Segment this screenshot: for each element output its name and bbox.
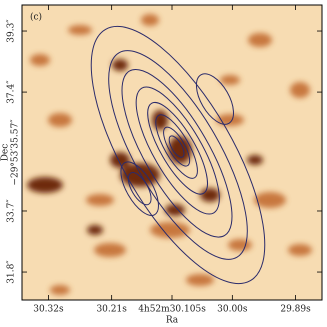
- x-tick-label: 30.00s: [217, 305, 248, 315]
- y-axis-label: Dec: [1, 144, 11, 162]
- contour: [120, 161, 159, 216]
- contour: [195, 73, 234, 125]
- y-tick-label: 37.4″: [7, 80, 17, 104]
- x-tick-label: 4h52m30.105s: [138, 305, 206, 315]
- contour: [155, 114, 198, 179]
- contour: [127, 172, 152, 206]
- y-axis-label: −29°53′35.57″: [11, 119, 21, 186]
- contour: [108, 50, 248, 260]
- panel-label: (c): [30, 12, 42, 23]
- x-axis-label: Ra: [166, 316, 179, 326]
- image-map: [22, 5, 322, 300]
- contour: [90, 25, 266, 285]
- contours: [90, 25, 266, 285]
- y-tick-label: 33.7″: [7, 199, 17, 223]
- x-tick-label: 29.89s: [280, 305, 311, 315]
- x-tick-label: 30.32s: [33, 305, 64, 315]
- x-tick-label: 30.21s: [96, 305, 127, 315]
- y-tick-label: 39.3″: [7, 19, 17, 43]
- contour: [135, 86, 220, 215]
- contour: [147, 101, 208, 195]
- contour: [163, 126, 191, 167]
- y-tick-label: 31.8″: [7, 260, 17, 284]
- contour: [121, 68, 233, 238]
- contour: [168, 135, 185, 158]
